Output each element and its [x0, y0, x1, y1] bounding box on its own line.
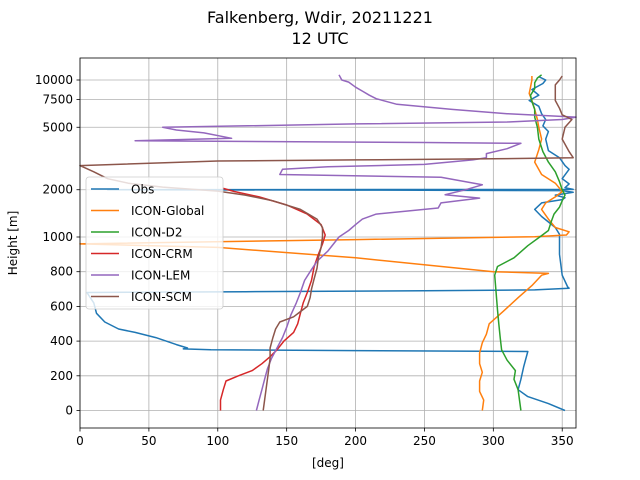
x-tick-label: 250 [413, 434, 436, 448]
y-tick-label: 2000 [42, 183, 73, 197]
legend: Obs ICON-Global ICON-D2 ICON-CRM ICON-LEM ICO… [85, 176, 224, 310]
series-line-icon-d2 [493, 74, 566, 411]
legend-label: ICON-LEM [131, 269, 190, 283]
series-lines [79, 74, 577, 412]
y-tick-label: 600 [50, 299, 73, 313]
x-tick-label: 200 [344, 434, 367, 448]
x-axis-label: [deg] [312, 456, 344, 470]
y-tick-label: 400 [50, 334, 73, 348]
series-line-icon-crm [219, 187, 326, 411]
x-axis: 0 50 100 150 200 250 300 350 [76, 428, 574, 448]
x-tick-label: 0 [76, 434, 84, 448]
y-axis: 0 200 400 600 800 1000 2000 5000 7500 10000 [35, 73, 80, 418]
x-tick-label: 150 [275, 434, 298, 448]
y-axis-label: Height [m] [6, 211, 20, 276]
x-tick-label: 100 [206, 434, 229, 448]
y-tick-label: 1000 [42, 230, 73, 244]
y-tick-label: 10000 [35, 73, 73, 87]
y-tick-label: 7500 [42, 93, 73, 107]
chart-title-line1: Falkenberg, Wdir, 20211221 [207, 8, 433, 27]
x-tick-label: 350 [551, 434, 574, 448]
series-line-icon-global [79, 76, 570, 411]
legend-box [85, 176, 224, 310]
x-tick-label: 300 [482, 434, 505, 448]
series-line-icon-lem [134, 74, 577, 411]
legend-label: ICON-Global [131, 204, 204, 218]
y-tick-label: 5000 [42, 120, 73, 134]
legend-label: ICON-D2 [131, 226, 183, 240]
x-tick-label: 50 [141, 434, 156, 448]
legend-label: Obs [131, 183, 154, 197]
y-tick-label: 800 [50, 265, 73, 279]
legend-label: ICON-SCM [131, 290, 192, 304]
y-tick-label: 200 [50, 369, 73, 383]
chart-title-line2: 12 UTC [291, 29, 348, 48]
series-line-obs [86, 76, 574, 412]
plot-frame [79, 57, 577, 429]
legend-label: ICON-CRM [131, 247, 193, 261]
series-line-icon-scm [79, 75, 574, 411]
y-tick-label: 0 [65, 404, 73, 418]
